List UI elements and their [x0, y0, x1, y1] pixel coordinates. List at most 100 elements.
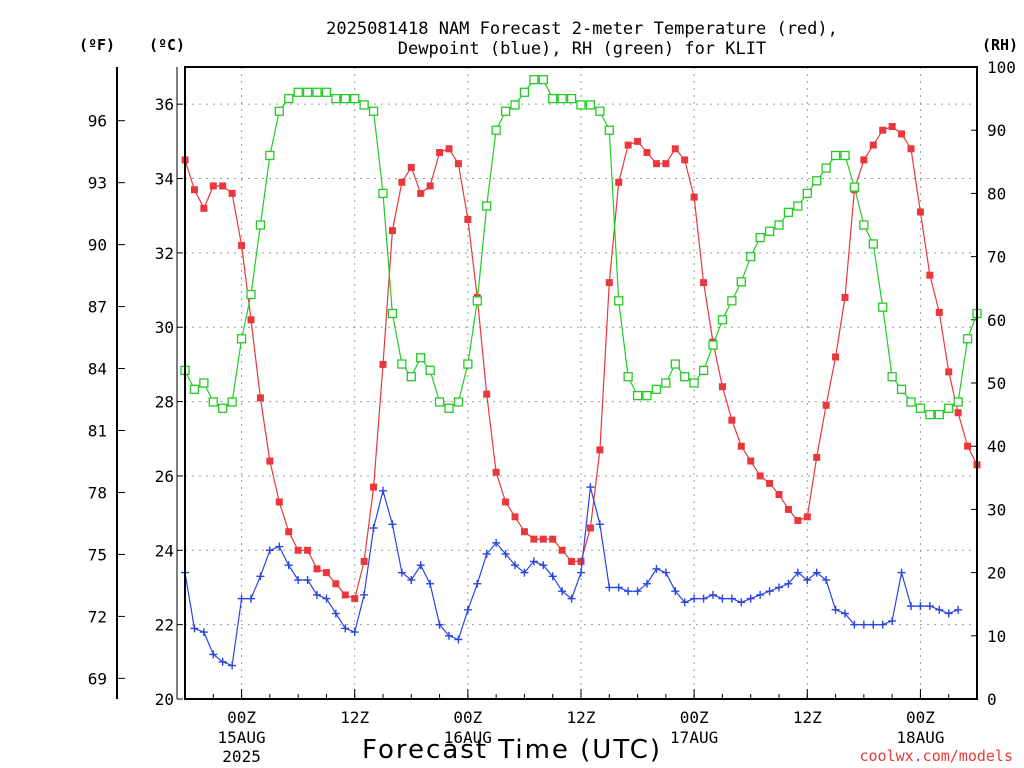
rh-point: [312, 87, 322, 97]
fahrenheit-tick-label: 96: [88, 112, 107, 131]
dewpoint-point: [756, 590, 765, 599]
dewpoint-point: [388, 520, 397, 529]
dewpoint-point: [727, 594, 736, 603]
dewpoint-point: [784, 579, 793, 588]
rh-point: [576, 100, 586, 110]
temperature-point: [388, 227, 396, 235]
dewpoint-point: [284, 561, 293, 570]
temperature-point: [351, 595, 359, 603]
dewpoint-point: [586, 483, 595, 492]
rh-point: [519, 87, 530, 97]
fahrenheit-tick-label: 75: [88, 545, 107, 564]
rh-point: [812, 176, 822, 186]
rh-point: [774, 220, 784, 230]
temperature-point: [247, 316, 255, 324]
rh-point: [368, 106, 379, 116]
rh-tick-label: 20: [987, 564, 1006, 583]
temperature-point: [445, 145, 453, 153]
temperature-point: [190, 186, 198, 194]
temperature-point: [577, 557, 585, 565]
celsius-tick-label: 30: [155, 318, 174, 337]
rh-point: [227, 397, 237, 407]
rh-point: [689, 378, 699, 388]
rh-point: [840, 150, 850, 161]
rh-tick-label: 30: [987, 500, 1006, 519]
temperature-point: [935, 308, 943, 316]
temperature-point: [964, 442, 972, 450]
dewpoint-point: [520, 568, 529, 577]
temperature-point: [209, 182, 217, 190]
rh-point: [830, 150, 841, 161]
rh-point: [962, 334, 973, 344]
temperature-point: [398, 178, 406, 186]
dewpoint-point: [850, 620, 859, 629]
temperature-point: [822, 401, 830, 409]
rh-point: [321, 87, 332, 97]
rh-point: [680, 372, 690, 382]
dewpoint-point: [916, 602, 925, 611]
rh-point: [793, 201, 803, 211]
dewpoint-point: [577, 568, 585, 577]
dewpoint-point: [690, 594, 699, 603]
dewpoint-point: [652, 564, 661, 573]
rh-axis: 0 10 20 30 40 50 60 70 80 90 100: [971, 58, 1016, 709]
celsius-tick-label: 32: [155, 244, 174, 263]
dewpoint-point: [605, 583, 614, 592]
dewpoint-point: [746, 594, 755, 603]
dewpoint-series: [181, 483, 963, 670]
chart-title-line-2: Dewpoint (blue), RH (green) for KLIT: [398, 39, 766, 59]
temperature-point: [379, 360, 387, 368]
x-tick-label-year: 2025: [222, 747, 261, 766]
series-layer: [180, 74, 982, 670]
rh-point: [661, 378, 671, 388]
temperature-point: [417, 189, 425, 197]
temperature-point: [662, 160, 670, 168]
rh-point: [274, 106, 284, 116]
dewpoint-point: [511, 561, 519, 570]
temperature-point: [568, 557, 576, 565]
dewpoint-point: [322, 594, 331, 603]
dewpoint-point: [803, 576, 812, 585]
rh-point: [236, 334, 247, 344]
rh-point: [849, 182, 860, 192]
temperature-point: [860, 156, 868, 164]
temperature-point: [615, 178, 623, 186]
temperature-point: [945, 368, 953, 376]
temperature-point: [700, 279, 708, 287]
fahrenheit-tick-label: 72: [88, 607, 107, 626]
dewpoint-point: [313, 590, 321, 599]
x-tick-label-date: 17AUG: [670, 728, 718, 747]
dewpoint-point: [567, 594, 576, 603]
rh-point: [453, 397, 464, 407]
rh-point: [708, 340, 718, 350]
dewpoint-point: [397, 568, 406, 577]
dewpoint-point: [841, 609, 849, 618]
rh-point: [529, 74, 539, 85]
temperature-point: [690, 193, 698, 201]
rh-tick-label: 40: [987, 437, 1006, 456]
rh-point: [246, 289, 256, 300]
temperature-point: [888, 122, 896, 130]
temperature-point: [813, 453, 821, 461]
temperature-point: [238, 241, 246, 249]
fahrenheit-axis: 69 72 75 78 81 84 87 90 93 96: [88, 67, 125, 699]
rh-point: [218, 403, 228, 413]
dewpoint-point: [435, 620, 444, 629]
x-tick-label-time: 00Z: [906, 708, 935, 727]
rh-point: [331, 93, 341, 104]
temperature-point: [784, 505, 792, 513]
rh-line: [184, 78, 978, 416]
rh-point: [595, 106, 605, 116]
fahrenheit-tick-label: 87: [88, 298, 107, 317]
temperature-point: [511, 513, 519, 521]
x-tick-label-time: 12Z: [340, 708, 369, 727]
dewpoint-point: [199, 628, 208, 637]
temperature-point: [285, 528, 293, 536]
rh-point: [670, 359, 680, 369]
rh-point: [906, 397, 916, 407]
celsius-tick-label: 34: [155, 170, 174, 189]
rh-point: [821, 163, 831, 173]
rh-point: [482, 201, 492, 211]
dewpoint-point: [265, 546, 274, 555]
rh-point: [698, 365, 709, 376]
